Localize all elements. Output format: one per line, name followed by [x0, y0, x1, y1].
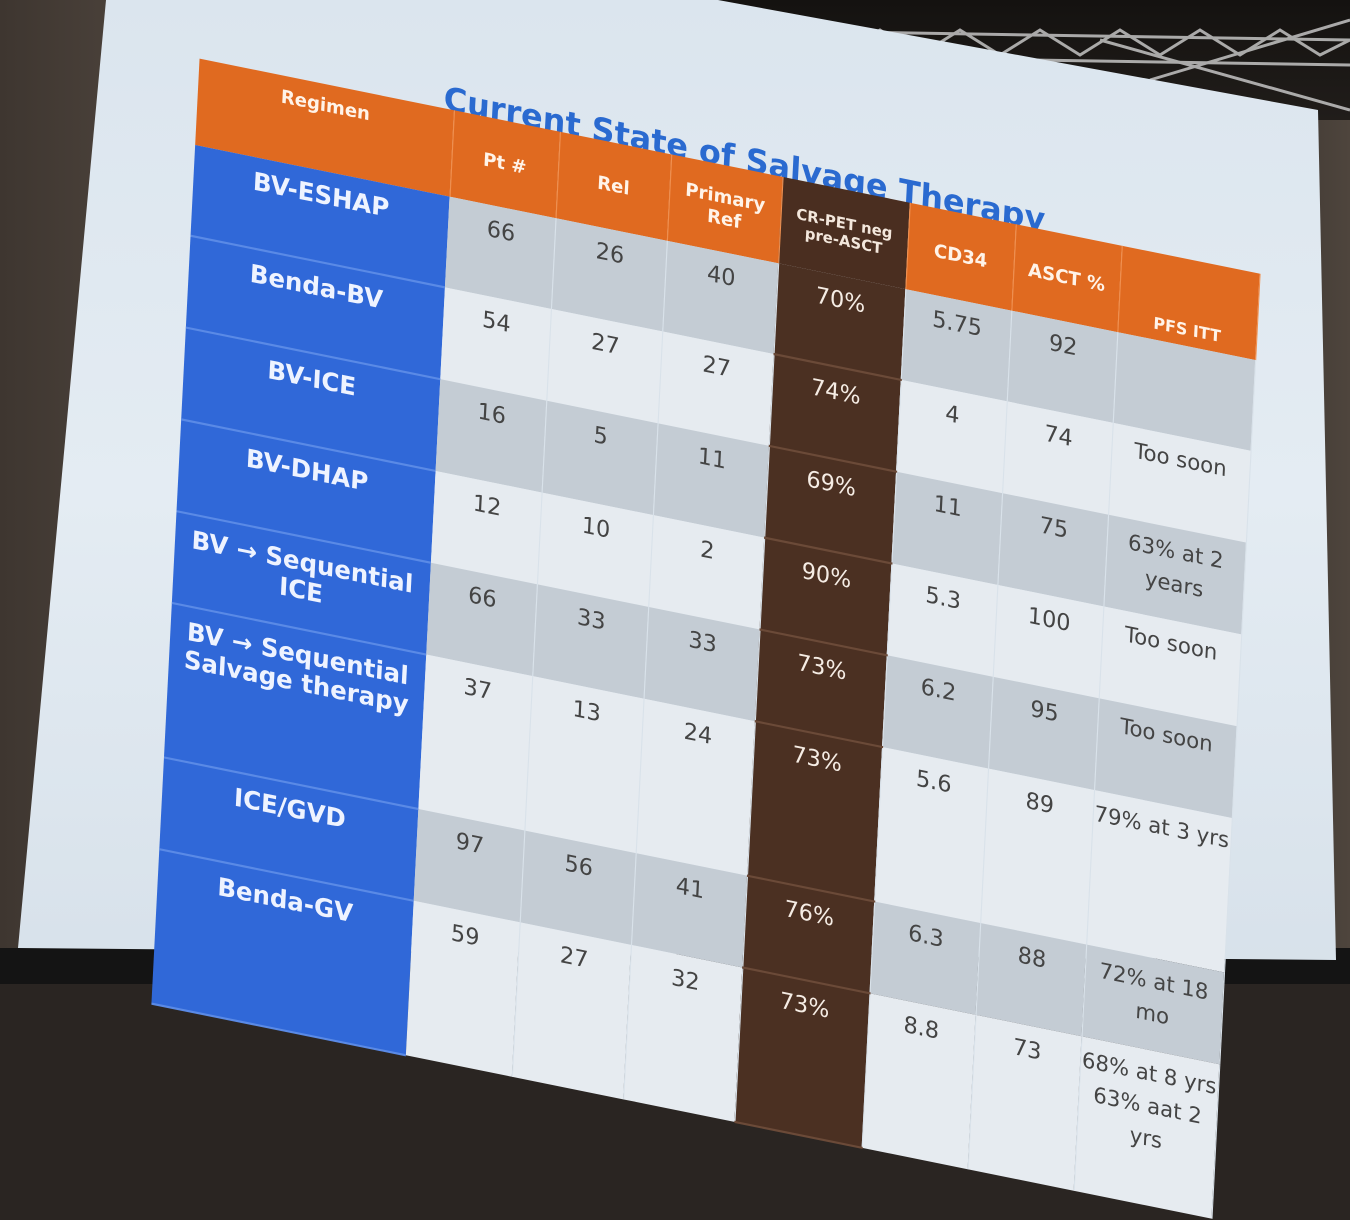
primary-ref-cell: 32 — [623, 944, 743, 1122]
cr-pet-cell: 73% — [734, 967, 870, 1148]
salvage-therapy-table: Regimen Pt # Rel Primary Ref CR-PET neg … — [151, 58, 1260, 1220]
cr-pet-cell: 73% — [746, 721, 883, 902]
pt-cell: 59 — [405, 900, 520, 1077]
pfs-cell: 68% at 8 yrs 63% aat 2 yrs — [1073, 1036, 1220, 1219]
primary-ref-cell: 24 — [635, 698, 755, 876]
cd34-cell: 5.6 — [874, 747, 989, 923]
rel-cell: 13 — [524, 676, 644, 854]
pt-cell: 37 — [418, 654, 533, 831]
asct-cell: 73 — [967, 1014, 1082, 1191]
cd34-cell: 8.8 — [861, 993, 976, 1170]
pfs-cell: 79% at 3 yrs — [1086, 790, 1232, 973]
asct-cell: 89 — [980, 768, 1095, 945]
rel-cell: 27 — [511, 922, 631, 1100]
